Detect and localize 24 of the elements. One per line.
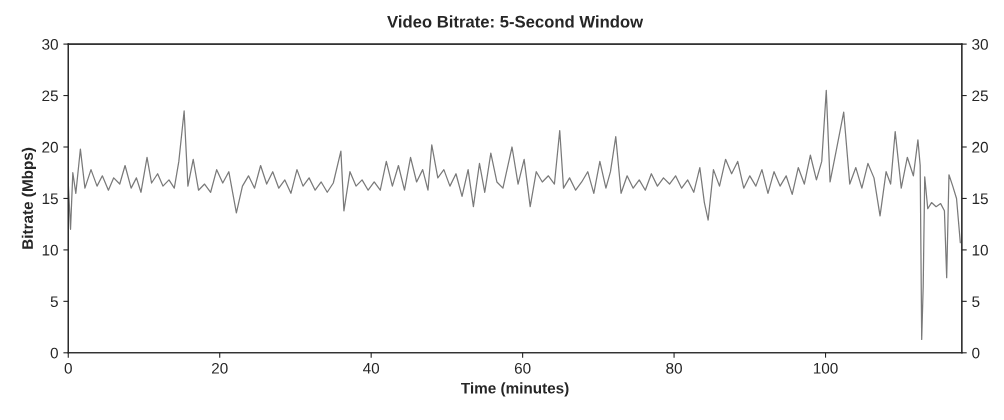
x-tick-label: 0 <box>64 362 72 374</box>
x-tick-label: 20 <box>212 362 228 374</box>
y2-tick-label: 5 <box>972 296 980 308</box>
x-tick-label: 60 <box>514 362 531 374</box>
chart-title: Video Bitrate: 5-Second Window <box>387 15 644 28</box>
y-tick-label: 10 <box>42 244 58 256</box>
y2-tick-label: 15 <box>972 193 988 205</box>
line-series <box>68 89 961 341</box>
x-axis-title: Time (minutes) <box>461 382 569 397</box>
x-tick-label: 40 <box>363 362 380 374</box>
y2-tick-label: 20 <box>972 141 988 153</box>
y-tick-label: 15 <box>42 193 58 205</box>
x-tick-label: 80 <box>666 362 682 374</box>
y2-tick-label: 25 <box>972 90 988 102</box>
y-tick-label: 20 <box>42 141 58 153</box>
y2-tick-label: 0 <box>972 347 980 359</box>
x-tick-label: 100 <box>813 362 838 374</box>
y-tick-label: 30 <box>42 38 58 50</box>
y-tick-label: 25 <box>42 90 58 102</box>
y2-tick-label: 30 <box>972 38 988 50</box>
y2-tick-label: 10 <box>972 244 988 256</box>
y-tick-label: 5 <box>50 296 58 308</box>
y-tick-label: 0 <box>50 347 58 359</box>
y-axis-title: Bitrate (Mbps) <box>21 147 36 249</box>
